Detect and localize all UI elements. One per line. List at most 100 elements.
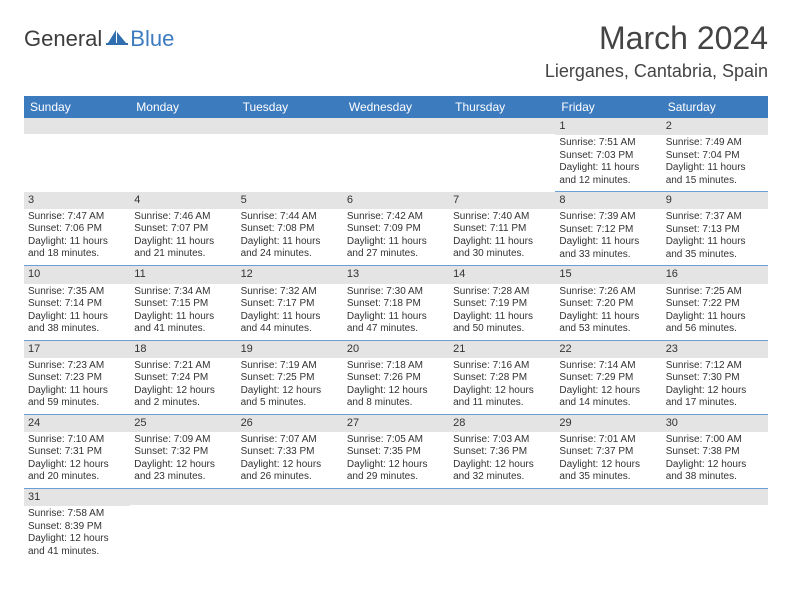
daylight-line: Daylight: 12 hours and 23 minutes.: [134, 459, 232, 484]
day-number-empty: [449, 489, 555, 505]
sunset-line: Sunset: 7:35 PM: [347, 446, 445, 459]
calendar-day-cell: 24Sunrise: 7:10 AMSunset: 7:31 PMDayligh…: [24, 414, 130, 488]
day-number-empty: [130, 489, 236, 505]
sunset-line: Sunset: 7:19 PM: [453, 298, 551, 311]
day-content: Sunrise: 7:47 AMSunset: 7:06 PMDaylight:…: [24, 209, 130, 265]
sunrise-line: Sunrise: 7:39 AM: [559, 211, 657, 224]
day-number: 23: [662, 341, 768, 358]
day-content: Sunrise: 7:34 AMSunset: 7:15 PMDaylight:…: [130, 284, 236, 340]
calendar-day-cell: 29Sunrise: 7:01 AMSunset: 7:37 PMDayligh…: [555, 414, 661, 488]
sunrise-line: Sunrise: 7:19 AM: [241, 360, 339, 373]
day-content: Sunrise: 7:05 AMSunset: 7:35 PMDaylight:…: [343, 432, 449, 488]
daylight-line: Daylight: 11 hours and 15 minutes.: [666, 162, 764, 187]
calendar-day-cell: 16Sunrise: 7:25 AMSunset: 7:22 PMDayligh…: [662, 266, 768, 340]
daylight-line: Daylight: 11 hours and 56 minutes.: [666, 311, 764, 336]
day-content: Sunrise: 7:09 AMSunset: 7:32 PMDaylight:…: [130, 432, 236, 488]
daylight-line: Daylight: 12 hours and 32 minutes.: [453, 459, 551, 484]
daylight-line: Daylight: 11 hours and 24 minutes.: [241, 236, 339, 261]
sunset-line: Sunset: 7:14 PM: [28, 298, 126, 311]
calendar-day-cell: 15Sunrise: 7:26 AMSunset: 7:20 PMDayligh…: [555, 266, 661, 340]
calendar-table: Sunday Monday Tuesday Wednesday Thursday…: [24, 96, 768, 562]
day-number: 12: [237, 266, 343, 283]
weekday-header: Saturday: [662, 96, 768, 118]
sunset-line: Sunset: 7:32 PM: [134, 446, 232, 459]
weekday-header: Thursday: [449, 96, 555, 118]
weekday-header: Monday: [130, 96, 236, 118]
daylight-line: Daylight: 11 hours and 47 minutes.: [347, 311, 445, 336]
day-number: 17: [24, 341, 130, 358]
sunset-line: Sunset: 7:11 PM: [453, 223, 551, 236]
sunrise-line: Sunrise: 7:18 AM: [347, 360, 445, 373]
page-title: March 2024: [545, 20, 768, 57]
location-label: Lierganes, Cantabria, Spain: [545, 61, 768, 82]
logo-text-1: General: [24, 26, 102, 52]
day-number: 26: [237, 415, 343, 432]
calendar-day-cell: [343, 488, 449, 562]
sunrise-line: Sunrise: 7:28 AM: [453, 286, 551, 299]
calendar-week-row: 17Sunrise: 7:23 AMSunset: 7:23 PMDayligh…: [24, 340, 768, 414]
calendar-day-cell: 28Sunrise: 7:03 AMSunset: 7:36 PMDayligh…: [449, 414, 555, 488]
sunset-line: Sunset: 7:03 PM: [559, 150, 657, 163]
daylight-line: Daylight: 11 hours and 59 minutes.: [28, 385, 126, 410]
day-content: Sunrise: 7:01 AMSunset: 7:37 PMDaylight:…: [555, 432, 661, 488]
daylight-line: Daylight: 11 hours and 41 minutes.: [134, 311, 232, 336]
calendar-day-cell: 21Sunrise: 7:16 AMSunset: 7:28 PMDayligh…: [449, 340, 555, 414]
daylight-line: Daylight: 12 hours and 20 minutes.: [28, 459, 126, 484]
calendar-day-cell: 10Sunrise: 7:35 AMSunset: 7:14 PMDayligh…: [24, 266, 130, 340]
calendar-day-cell: 25Sunrise: 7:09 AMSunset: 7:32 PMDayligh…: [130, 414, 236, 488]
day-content: Sunrise: 7:28 AMSunset: 7:19 PMDaylight:…: [449, 284, 555, 340]
daylight-line: Daylight: 11 hours and 50 minutes.: [453, 311, 551, 336]
day-number: 1: [555, 118, 661, 135]
day-content: Sunrise: 7:03 AMSunset: 7:36 PMDaylight:…: [449, 432, 555, 488]
day-content: Sunrise: 7:32 AMSunset: 7:17 PMDaylight:…: [237, 284, 343, 340]
sunrise-line: Sunrise: 7:51 AM: [559, 137, 657, 150]
day-number: 5: [237, 192, 343, 209]
daylight-line: Daylight: 11 hours and 27 minutes.: [347, 236, 445, 261]
day-number: 27: [343, 415, 449, 432]
sunset-line: Sunset: 7:29 PM: [559, 372, 657, 385]
day-number: 9: [662, 192, 768, 209]
day-number: 6: [343, 192, 449, 209]
day-content: Sunrise: 7:44 AMSunset: 7:08 PMDaylight:…: [237, 209, 343, 265]
calendar-day-cell: 30Sunrise: 7:00 AMSunset: 7:38 PMDayligh…: [662, 414, 768, 488]
day-number-empty: [449, 118, 555, 134]
daylight-line: Daylight: 12 hours and 14 minutes.: [559, 385, 657, 410]
calendar-day-cell: 2Sunrise: 7:49 AMSunset: 7:04 PMDaylight…: [662, 118, 768, 192]
day-content: Sunrise: 7:14 AMSunset: 7:29 PMDaylight:…: [555, 358, 661, 414]
day-content: Sunrise: 7:21 AMSunset: 7:24 PMDaylight:…: [130, 358, 236, 414]
sunrise-line: Sunrise: 7:49 AM: [666, 137, 764, 150]
daylight-line: Daylight: 12 hours and 17 minutes.: [666, 385, 764, 410]
daylight-line: Daylight: 11 hours and 30 minutes.: [453, 236, 551, 261]
sunrise-line: Sunrise: 7:23 AM: [28, 360, 126, 373]
calendar-day-cell: [449, 488, 555, 562]
day-number: 18: [130, 341, 236, 358]
day-number: 19: [237, 341, 343, 358]
day-number: 7: [449, 192, 555, 209]
sunrise-line: Sunrise: 7:00 AM: [666, 434, 764, 447]
calendar-day-cell: 11Sunrise: 7:34 AMSunset: 7:15 PMDayligh…: [130, 266, 236, 340]
sunset-line: Sunset: 7:18 PM: [347, 298, 445, 311]
calendar-week-row: 10Sunrise: 7:35 AMSunset: 7:14 PMDayligh…: [24, 266, 768, 340]
sunrise-line: Sunrise: 7:37 AM: [666, 211, 764, 224]
sunset-line: Sunset: 7:17 PM: [241, 298, 339, 311]
weekday-header: Sunday: [24, 96, 130, 118]
weekday-header: Friday: [555, 96, 661, 118]
day-number-empty: [130, 118, 236, 134]
day-number: 21: [449, 341, 555, 358]
calendar-day-cell: 31Sunrise: 7:58 AMSunset: 8:39 PMDayligh…: [24, 488, 130, 562]
day-content: Sunrise: 7:07 AMSunset: 7:33 PMDaylight:…: [237, 432, 343, 488]
sunrise-line: Sunrise: 7:16 AM: [453, 360, 551, 373]
sunset-line: Sunset: 7:13 PM: [666, 224, 764, 237]
calendar-day-cell: [555, 488, 661, 562]
weekday-header-row: Sunday Monday Tuesday Wednesday Thursday…: [24, 96, 768, 118]
sunrise-line: Sunrise: 7:32 AM: [241, 286, 339, 299]
sunset-line: Sunset: 7:30 PM: [666, 372, 764, 385]
calendar-day-cell: [237, 118, 343, 192]
day-content: Sunrise: 7:25 AMSunset: 7:22 PMDaylight:…: [662, 284, 768, 340]
calendar-week-row: 24Sunrise: 7:10 AMSunset: 7:31 PMDayligh…: [24, 414, 768, 488]
daylight-line: Daylight: 11 hours and 35 minutes.: [666, 236, 764, 261]
sunrise-line: Sunrise: 7:47 AM: [28, 211, 126, 224]
day-number: 22: [555, 341, 661, 358]
sunrise-line: Sunrise: 7:58 AM: [28, 508, 126, 521]
daylight-line: Daylight: 11 hours and 12 minutes.: [559, 162, 657, 187]
